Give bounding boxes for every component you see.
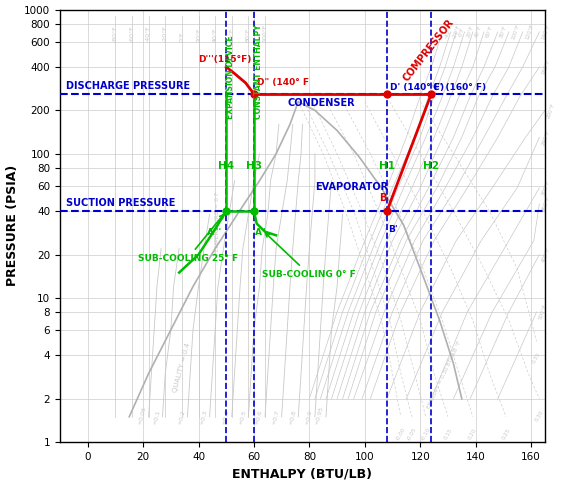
Text: 60°F: 60°F — [229, 27, 234, 41]
Text: D' (140° F): D' (140° F) — [389, 83, 444, 92]
Text: SUB-COOLING 25° F: SUB-COOLING 25° F — [138, 215, 238, 263]
Text: =0.05: =0.05 — [138, 406, 147, 426]
Text: SUB-COOLING 0° F: SUB-COOLING 0° F — [262, 233, 356, 279]
Text: 20°F: 20°F — [466, 25, 475, 39]
Text: D" (140° F: D" (140° F — [257, 78, 309, 87]
Text: -0.05: -0.05 — [406, 427, 418, 442]
Text: 0.30: 0.30 — [534, 409, 545, 422]
Text: =0.4: =0.4 — [221, 410, 230, 426]
Text: =0.5: =0.5 — [238, 410, 247, 426]
Text: 0°F: 0°F — [179, 31, 184, 41]
Text: 0°F: 0°F — [457, 27, 465, 37]
Text: -40°F: -40°F — [146, 25, 151, 41]
Text: 80°F: 80°F — [246, 27, 251, 41]
Text: B: B — [379, 193, 386, 203]
Text: 100°F: 100°F — [262, 23, 268, 41]
Text: 500°F: 500°F — [538, 303, 549, 320]
Text: -60°F: -60°F — [129, 25, 134, 41]
Text: =0.95: =0.95 — [315, 406, 325, 426]
Text: CONDENSER: CONDENSER — [287, 98, 355, 108]
Text: 400°F: 400°F — [541, 246, 551, 263]
Text: 360°F: 360°F — [541, 195, 551, 212]
Text: EVAPORATOR: EVAPORATOR — [315, 182, 388, 192]
Text: H2: H2 — [423, 161, 439, 171]
Text: 100°F: 100°F — [510, 23, 520, 40]
Text: 120°F: 120°F — [524, 23, 534, 40]
Text: =0.3: =0.3 — [200, 410, 208, 426]
Text: -80°F: -80°F — [113, 25, 118, 41]
Text: H3: H3 — [246, 161, 262, 171]
Text: 40°F: 40°F — [212, 27, 217, 41]
Text: A": A" — [255, 228, 267, 237]
Text: TEMPERATURE = 0 F: TEMPERATURE = 0 F — [215, 191, 220, 255]
Text: -20°F: -20°F — [452, 24, 462, 40]
Text: -40°F: -40°F — [444, 24, 454, 40]
Text: 300°F: 300°F — [541, 179, 551, 196]
Text: EXPANSION DEVICE: EXPANSION DEVICE — [226, 35, 235, 119]
Text: 20°F: 20°F — [196, 27, 201, 41]
Text: 60°F: 60°F — [486, 25, 495, 39]
Text: SUCTION PRESSURE: SUCTION PRESSURE — [66, 198, 175, 208]
Text: 0.15: 0.15 — [443, 427, 453, 440]
Text: =0.1: =0.1 — [152, 410, 161, 426]
Text: H1: H1 — [379, 161, 395, 171]
X-axis label: ENTHALPY (BTU/LB): ENTHALPY (BTU/LB) — [233, 468, 373, 481]
Text: =0.9: =0.9 — [305, 410, 314, 426]
Text: 0.25: 0.25 — [501, 427, 511, 440]
Y-axis label: PRESSURE (PSIA): PRESSURE (PSIA) — [6, 165, 19, 286]
Text: B': B' — [388, 225, 398, 234]
Text: DISCHARGE PRESSURE: DISCHARGE PRESSURE — [66, 81, 189, 91]
Text: 160°F: 160°F — [541, 58, 551, 75]
Text: -20°F: -20°F — [163, 25, 168, 41]
Text: 0.20: 0.20 — [468, 427, 478, 440]
Text: 240°F: 240°F — [541, 129, 551, 146]
Text: 140°F: 140°F — [541, 23, 551, 40]
Text: 40°F: 40°F — [474, 25, 483, 39]
Text: =0.2: =0.2 — [177, 410, 186, 426]
Text: CONSTANT ENTHALPY: CONSTANT ENTHALPY — [253, 24, 262, 119]
Text: =0.7: =0.7 — [271, 410, 280, 426]
Text: 200°F: 200°F — [546, 102, 556, 119]
Text: C' (160° F): C' (160° F) — [433, 83, 486, 92]
Text: =0.8: =0.8 — [288, 410, 297, 426]
Text: -0.10: -0.10 — [420, 427, 432, 442]
Text: H4: H4 — [218, 161, 234, 171]
Text: =0.6: =0.6 — [255, 410, 264, 426]
Text: D'''(115°F): D'''(115°F) — [198, 55, 252, 65]
Text: 80°F: 80°F — [499, 25, 508, 39]
Text: ENTROPY = 0.30 BTU/LB °F: ENTROPY = 0.30 BTU/LB °F — [426, 340, 461, 409]
Text: 0.35: 0.35 — [531, 351, 542, 364]
Text: A''': A''' — [207, 228, 222, 237]
Text: COMPRESSOR: COMPRESSOR — [401, 17, 455, 83]
Text: -0.00: -0.00 — [395, 427, 406, 442]
Text: QUALITY = 0.4: QUALITY = 0.4 — [173, 342, 192, 393]
